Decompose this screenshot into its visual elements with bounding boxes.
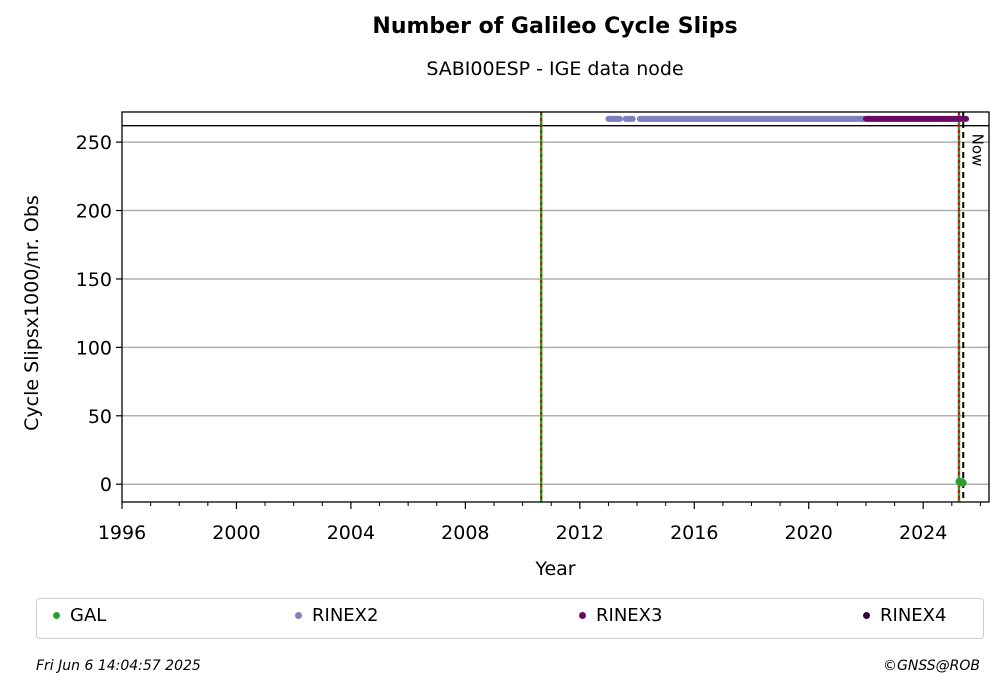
- plot-frame: [121, 111, 990, 503]
- y-tick-label-150: 150: [76, 269, 112, 291]
- legend-label-rinex2: RINEX2: [312, 605, 379, 626]
- legend-marker-rinex2: [295, 612, 302, 619]
- y-tick-label-0: 0: [100, 474, 112, 496]
- chart-subtitle: SABI00ESP - IGE data node: [426, 58, 684, 80]
- x-tick-label-1996: 1996: [98, 522, 146, 544]
- chart-title: Number of Galileo Cycle Slips: [372, 14, 738, 39]
- legend-marker-rinex4: [863, 612, 870, 619]
- legend-label-rinex3: RINEX3: [596, 605, 663, 626]
- y-tick-label-50: 50: [88, 406, 112, 428]
- footer-copyright: ©GNSS@ROB: [883, 658, 980, 674]
- y-tick-label-200: 200: [76, 201, 112, 223]
- y-tick-label-250: 250: [76, 132, 112, 154]
- legend-item-rinex2: RINEX2: [295, 605, 378, 626]
- legend-label-rinex4: RINEX4: [880, 605, 947, 626]
- legend-label-gal: GAL: [70, 605, 107, 626]
- legend: GAL RINEX2 RINEX3 RINEX4: [36, 598, 984, 639]
- point-gal-3: [959, 479, 967, 487]
- x-tick-label-2020: 2020: [785, 522, 833, 544]
- x-tick-label-2004: 2004: [327, 522, 375, 544]
- footer-date: Fri Jun 6 14:04:57 2025: [36, 658, 201, 674]
- y-axis-label: Cycle Slipsx1000/nr. Obs: [21, 195, 43, 431]
- legend-marker-rinex3: [579, 612, 586, 619]
- legend-item-rinex4: RINEX4: [863, 605, 946, 626]
- x-axis-label: Year: [534, 558, 575, 580]
- x-tick-label-2000: 2000: [212, 522, 260, 544]
- now-label: Now: [968, 134, 986, 167]
- x-tick-label-2024: 2024: [899, 522, 947, 544]
- legend-item-gal: GAL: [53, 605, 106, 626]
- chart-canvas: 0 50 100 150 200 250 1996 2000 2004 2008 2012 2016 2…: [21, 111, 990, 580]
- x-tick-label-2016: 2016: [670, 522, 718, 544]
- legend-marker-gal: [53, 612, 60, 619]
- y-tick-label-100: 100: [76, 337, 112, 359]
- legend-item-rinex3: RINEX3: [579, 605, 662, 626]
- x-tick-label-2012: 2012: [556, 522, 604, 544]
- x-tick-label-2008: 2008: [441, 522, 489, 544]
